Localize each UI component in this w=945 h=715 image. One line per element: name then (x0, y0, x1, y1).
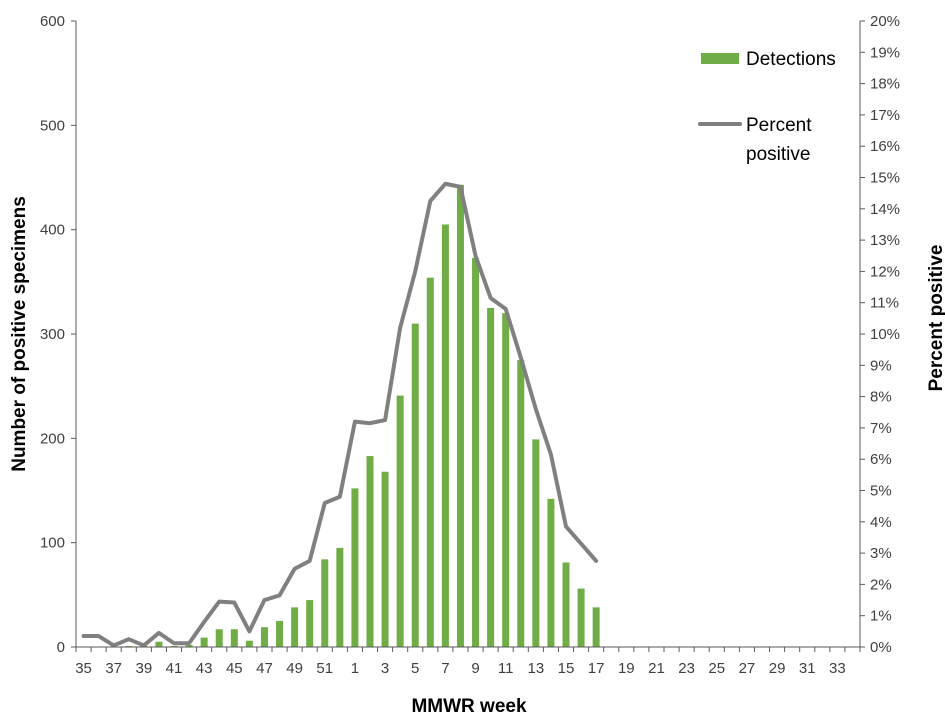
y2-axis-title: Percent positive (926, 245, 945, 392)
y2-tick-label: 8% (870, 389, 892, 406)
y-tick-label: 600 (40, 13, 65, 30)
y-tick-label: 100 (40, 535, 65, 552)
bar-10 (487, 307, 495, 647)
bar-38 (125, 645, 133, 647)
bar-2 (366, 456, 374, 647)
x-tick-label: 13 (528, 660, 545, 677)
x-tick-label: 9 (471, 660, 479, 677)
x-tick-label: 11 (498, 660, 514, 677)
bar-11 (502, 313, 510, 647)
bar-17 (592, 607, 600, 647)
bar-40 (155, 641, 163, 647)
bar-42 (185, 644, 193, 647)
x-tick-label: 45 (226, 660, 243, 677)
x-tick-label: 7 (441, 660, 449, 677)
bar-47 (260, 627, 268, 647)
bar-46 (245, 640, 253, 647)
x-tick-label: 39 (136, 660, 153, 677)
x-tick-label: 31 (799, 660, 816, 677)
bar-12 (517, 360, 525, 647)
x-tick-label: 15 (558, 660, 575, 677)
bar-4 (396, 395, 404, 647)
detection-bars (125, 184, 600, 648)
x-tick-label: 17 (588, 660, 605, 677)
x-tick-label: 27 (739, 660, 756, 677)
bar-49 (291, 607, 299, 647)
bar-52 (336, 547, 344, 647)
y2-tick-label: 15% (870, 170, 900, 187)
percent-positive-line (81, 181, 599, 648)
y-tick-label: 300 (40, 326, 65, 343)
bar-8 (456, 184, 464, 648)
x-tick-label: 19 (618, 660, 635, 677)
x-tick-label: 21 (648, 660, 665, 677)
legend-label-detections: Detections (746, 49, 836, 70)
x-tick-label: 49 (286, 660, 303, 677)
bar-5 (411, 323, 419, 647)
y2-tick-label: 20% (870, 13, 900, 30)
x-tick-label: 35 (75, 660, 92, 677)
x-tick-label: 1 (351, 660, 359, 677)
y2-tick-label: 12% (870, 263, 900, 280)
y2-tick-label: 10% (870, 326, 900, 343)
y2-tick-label: 14% (870, 201, 900, 218)
y2-tick-label: 3% (870, 545, 892, 562)
x-tick-label: 33 (829, 660, 846, 677)
y2-tick-label: 2% (870, 576, 892, 593)
y2-tick-label: 18% (870, 76, 900, 93)
y2-tick-label: 9% (870, 357, 892, 374)
bar-50 (306, 600, 314, 647)
x-tick-label: 29 (769, 660, 786, 677)
x-tick-label: 37 (105, 660, 122, 677)
bar-41 (170, 645, 178, 647)
bar-6 (426, 277, 434, 647)
percent-positive-line-layer (81, 181, 599, 648)
y2-tick-label: 6% (870, 451, 892, 468)
bar-43 (200, 637, 208, 647)
bar-45 (230, 629, 238, 647)
x-axis-title: MMWR week (411, 696, 527, 715)
bar-1 (351, 488, 359, 647)
x-tick-label: 47 (256, 660, 273, 677)
bar-3 (381, 471, 389, 647)
legend-label-percent-positive: Percent positive (746, 115, 812, 165)
x-tick-label: 5 (411, 660, 419, 677)
bar-44 (215, 629, 223, 647)
bar-13 (532, 439, 540, 647)
y2-tick-label: 16% (870, 138, 900, 155)
bar-14 (547, 498, 555, 647)
y2-tick-label: 13% (870, 232, 900, 249)
y2-tick-label: 5% (870, 483, 892, 500)
x-tick-label: 3 (381, 660, 389, 677)
x-tick-label: 23 (678, 660, 695, 677)
y2-tick-label: 4% (870, 514, 892, 531)
y2-tick-label: 17% (870, 107, 900, 124)
x-tick-label: 51 (316, 660, 333, 677)
y-tick-label: 400 (40, 222, 65, 239)
axes: 0 100 200 300 400 500 600 0% 1% 2% 3% 4% 5% 6% 7% 8% 9% 1… (40, 13, 900, 677)
y2-tick-label: 11% (870, 295, 899, 312)
x-tick-label: 43 (196, 660, 213, 677)
y2-tick-label: 0% (870, 639, 892, 656)
y-tick-label: 0 (57, 639, 65, 656)
x-tick-label: 41 (166, 660, 183, 677)
bar-16 (577, 588, 585, 647)
y-axis-title: Number of positive specimens (9, 196, 30, 472)
bar-9 (472, 257, 480, 647)
bar-51 (321, 559, 329, 647)
x-tick-label: 25 (708, 660, 725, 677)
y-tick-label: 500 (40, 117, 65, 134)
legend-swatch-detections (701, 53, 739, 64)
bar-7 (441, 224, 449, 647)
y2-tick-label: 7% (870, 420, 892, 437)
bar-15 (562, 562, 570, 647)
legend: Detections Percent positive (698, 49, 836, 165)
bar-48 (276, 620, 284, 647)
y2-tick-label: 19% (870, 44, 900, 61)
y2-tick-label: 1% (870, 608, 892, 625)
y-tick-label: 200 (40, 430, 65, 447)
